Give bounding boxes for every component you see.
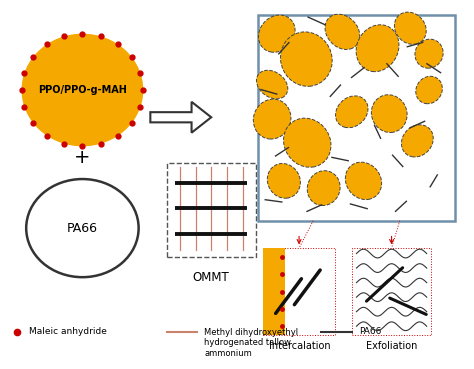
Polygon shape <box>263 248 285 335</box>
Ellipse shape <box>336 96 368 128</box>
Ellipse shape <box>256 70 288 99</box>
Ellipse shape <box>267 163 301 198</box>
Text: Maleic anhydride: Maleic anhydride <box>28 327 107 336</box>
Ellipse shape <box>394 12 426 44</box>
Ellipse shape <box>401 125 433 157</box>
Ellipse shape <box>283 118 331 167</box>
Text: OMMT: OMMT <box>193 271 229 284</box>
Bar <box>258 15 455 221</box>
Ellipse shape <box>281 32 332 86</box>
Text: PA66: PA66 <box>67 222 98 235</box>
Ellipse shape <box>325 14 360 49</box>
Polygon shape <box>150 102 211 133</box>
Ellipse shape <box>346 162 382 200</box>
Text: +: + <box>74 148 91 167</box>
Bar <box>263 248 336 335</box>
Ellipse shape <box>26 179 138 277</box>
Ellipse shape <box>416 76 442 104</box>
Ellipse shape <box>415 39 443 68</box>
Ellipse shape <box>372 95 407 132</box>
Bar <box>352 248 431 335</box>
Text: Exfoliation: Exfoliation <box>366 341 417 351</box>
Text: Intercalation: Intercalation <box>269 341 331 351</box>
Bar <box>167 163 256 257</box>
Text: PPO/PPO-g-MAH: PPO/PPO-g-MAH <box>38 85 127 95</box>
Ellipse shape <box>21 34 143 146</box>
Text: Methyl dihydroxyethyl
hydrogenated tallow
ammonium: Methyl dihydroxyethyl hydrogenated tallo… <box>204 328 298 358</box>
Ellipse shape <box>307 171 340 206</box>
Ellipse shape <box>258 15 295 52</box>
Ellipse shape <box>356 25 399 72</box>
Ellipse shape <box>253 99 291 139</box>
Text: PA66: PA66 <box>359 327 381 336</box>
